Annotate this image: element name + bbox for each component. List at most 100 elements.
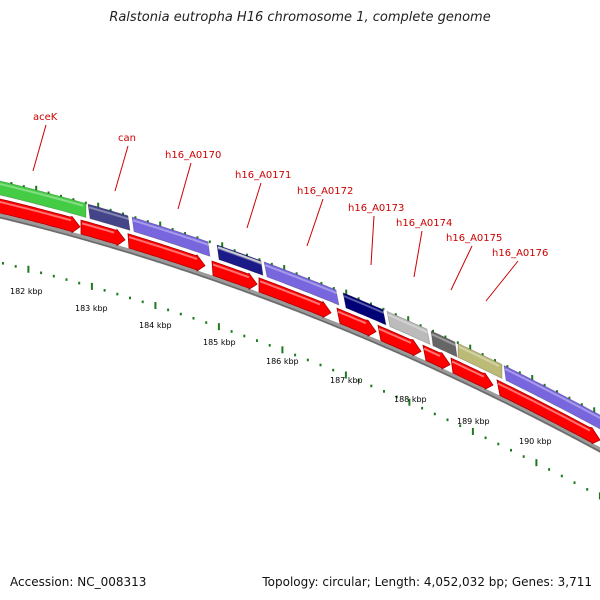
bottom-tick <box>2 261 4 265</box>
top-tick <box>494 359 496 362</box>
top-tick <box>419 324 422 327</box>
kbp-label: 182 kbp <box>10 287 43 296</box>
map-title: Ralstonia eutropha H16 chromosome 1, com… <box>109 10 491 25</box>
leader-line <box>485 260 519 302</box>
leader-line <box>114 145 129 192</box>
bottom-tick <box>205 321 208 324</box>
top-tick <box>122 212 124 216</box>
bottom-tick <box>598 492 600 500</box>
top-tick <box>394 313 397 316</box>
bottom-tick <box>421 406 424 410</box>
bottom-tick <box>52 274 55 278</box>
kbp-label: 186 kbp <box>266 357 299 366</box>
feature-block-h16_a0175 <box>457 342 503 380</box>
gene-label-h16_a0170: h16_A0170 <box>165 150 221 161</box>
top-tick <box>134 216 137 219</box>
feature-highlight <box>343 295 385 314</box>
bottom-tick <box>230 330 233 333</box>
gene-label-can: can <box>118 133 136 144</box>
cds-arrow-highlight <box>423 347 441 357</box>
bottom-tick <box>395 395 398 399</box>
kbp-label: 183 kbp <box>75 304 108 313</box>
bottom-tick <box>510 448 512 452</box>
cds-arrow-highlight <box>259 280 321 306</box>
cds-arrow-highlight <box>81 222 115 234</box>
backbone-line <box>0 213 600 453</box>
top-tick <box>233 249 236 252</box>
cds-arrow <box>496 379 600 445</box>
leader-line <box>413 230 423 278</box>
top-tick <box>556 390 558 393</box>
bottom-tick <box>344 371 347 379</box>
kbp-label: 188 kbp <box>394 395 427 404</box>
top-tick <box>593 407 596 414</box>
cds-arrow <box>336 307 377 337</box>
bottom-tick <box>154 302 157 310</box>
top-tick <box>246 253 248 257</box>
cds-arrow <box>422 344 451 370</box>
top-tick <box>270 262 273 266</box>
top-tick <box>568 396 571 400</box>
bottom-tick <box>90 282 93 290</box>
bottom-tick <box>548 468 551 471</box>
top-tick <box>171 228 174 231</box>
bottom-tick <box>243 334 246 338</box>
kbp-label: 187 kbp <box>330 376 363 385</box>
leader-line <box>450 245 473 291</box>
top-tick <box>357 297 360 300</box>
bottom-tick <box>167 308 170 312</box>
top-tick <box>196 236 199 239</box>
bottom-tick <box>332 368 335 372</box>
top-tick <box>221 242 224 249</box>
bottom-tick <box>522 455 525 458</box>
bottom-tick <box>535 459 538 467</box>
top-tick <box>370 302 372 306</box>
feature-highlight <box>458 345 500 367</box>
bottom-tick <box>103 289 106 292</box>
leader-line <box>177 162 192 210</box>
top-tick <box>308 277 310 280</box>
bottom-tick <box>179 312 182 316</box>
top-tick <box>72 198 75 201</box>
bottom-tick <box>446 418 449 422</box>
gene-label-h16_a0171: h16_A0171 <box>235 170 291 181</box>
top-tick <box>345 289 348 296</box>
bottom-tick <box>116 292 119 296</box>
bottom-tick <box>78 281 81 285</box>
top-tick <box>60 194 62 198</box>
bottom-tick <box>357 379 360 382</box>
feature-block-h16_a0172 <box>263 261 340 306</box>
feature-block-h16_a0174 <box>386 310 431 345</box>
feature-highlight <box>0 183 84 207</box>
bottom-tick <box>586 488 589 491</box>
bottom-tick <box>319 363 322 367</box>
cds-arrow-highlight <box>451 360 485 378</box>
gene-label-acek: aceK <box>33 112 58 123</box>
top-tick <box>258 258 261 261</box>
cds-arrow <box>450 357 494 390</box>
feature-track <box>0 180 600 430</box>
cds-arrow-highlight <box>212 263 250 279</box>
feature-highlight <box>504 368 600 420</box>
bottom-tick <box>306 358 309 362</box>
bottom-tick <box>27 265 30 273</box>
feature-inner-strip <box>217 246 263 264</box>
bottom-tick <box>268 344 271 347</box>
top-tick <box>159 221 162 228</box>
bottom-tick <box>560 474 563 478</box>
bottom-tick <box>40 271 43 275</box>
feature-block-h16_a0170 <box>131 216 211 257</box>
top-tick <box>444 335 447 339</box>
bottom-tick <box>573 481 576 484</box>
tick-marks <box>2 182 600 500</box>
feature-highlight <box>132 219 210 247</box>
feature-highlight <box>88 206 130 221</box>
leader-line <box>246 182 262 229</box>
bottom-tick <box>217 323 220 331</box>
cds-arrow-highlight <box>378 327 412 344</box>
cds-arrow-highlight <box>0 201 72 222</box>
cds-arrow <box>211 260 258 291</box>
accession-text: Accession: NC_008313 <box>10 575 147 589</box>
feature-highlight <box>264 264 338 295</box>
